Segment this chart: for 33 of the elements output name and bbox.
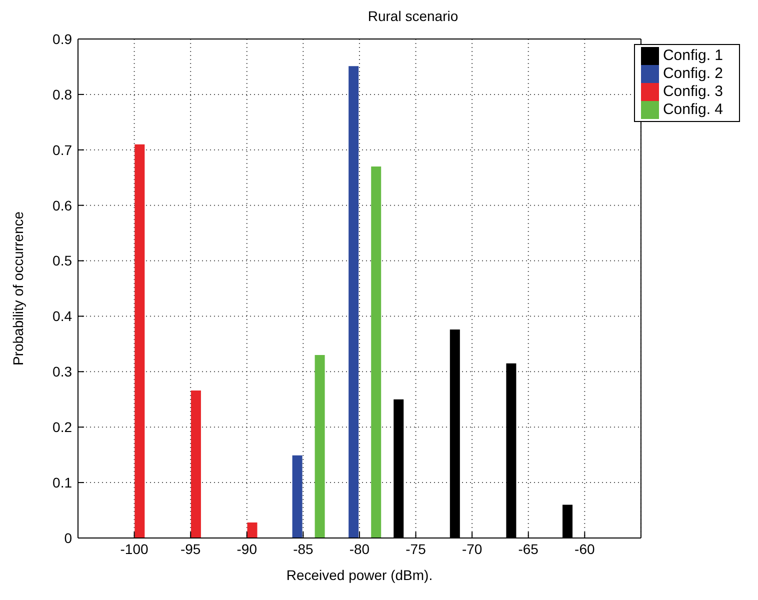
y-tick-label: 0.1 xyxy=(52,474,72,491)
x-tick-label: -60 xyxy=(574,540,595,557)
chart-title: Rural scenario xyxy=(366,8,460,26)
bar xyxy=(190,390,201,538)
legend-label: Config. 3 xyxy=(662,82,723,100)
bar xyxy=(134,144,145,538)
y-tick-label: 0.5 xyxy=(52,252,72,269)
x-tick-label: -100 xyxy=(120,540,149,557)
y-tick-label: 0.3 xyxy=(52,364,72,380)
legend-label: Config. 1 xyxy=(662,46,723,64)
y-axis-title: Probability of occurrence xyxy=(10,211,26,366)
x-tick-label: -65 xyxy=(518,540,539,557)
x-tick-label: -75 xyxy=(406,540,426,557)
bar xyxy=(371,166,382,538)
x-tick-label: -70 xyxy=(462,540,482,557)
x-tick-label: -95 xyxy=(180,540,201,557)
legend-label: Config. 2 xyxy=(662,64,723,82)
bar xyxy=(314,355,325,538)
y-tick-label: 0.6 xyxy=(52,197,72,214)
y-tick-label: 0.2 xyxy=(52,419,72,436)
y-tick-label: 0.7 xyxy=(52,142,72,158)
legend-label: Config. 4 xyxy=(662,100,723,118)
y-tick-label: 0 xyxy=(64,530,72,546)
bar xyxy=(247,522,258,538)
y-tick-label: 0.4 xyxy=(52,308,72,324)
bar xyxy=(348,66,359,538)
x-axis-title: Received power (dBm). xyxy=(286,567,433,583)
x-tick-label: -85 xyxy=(293,540,314,557)
y-tick-label: 0.9 xyxy=(52,30,72,47)
bar xyxy=(292,455,302,538)
x-tick-label: -90 xyxy=(236,540,258,557)
y-tick-label: 0.8 xyxy=(52,86,72,102)
x-tick-label: -80 xyxy=(349,540,370,557)
